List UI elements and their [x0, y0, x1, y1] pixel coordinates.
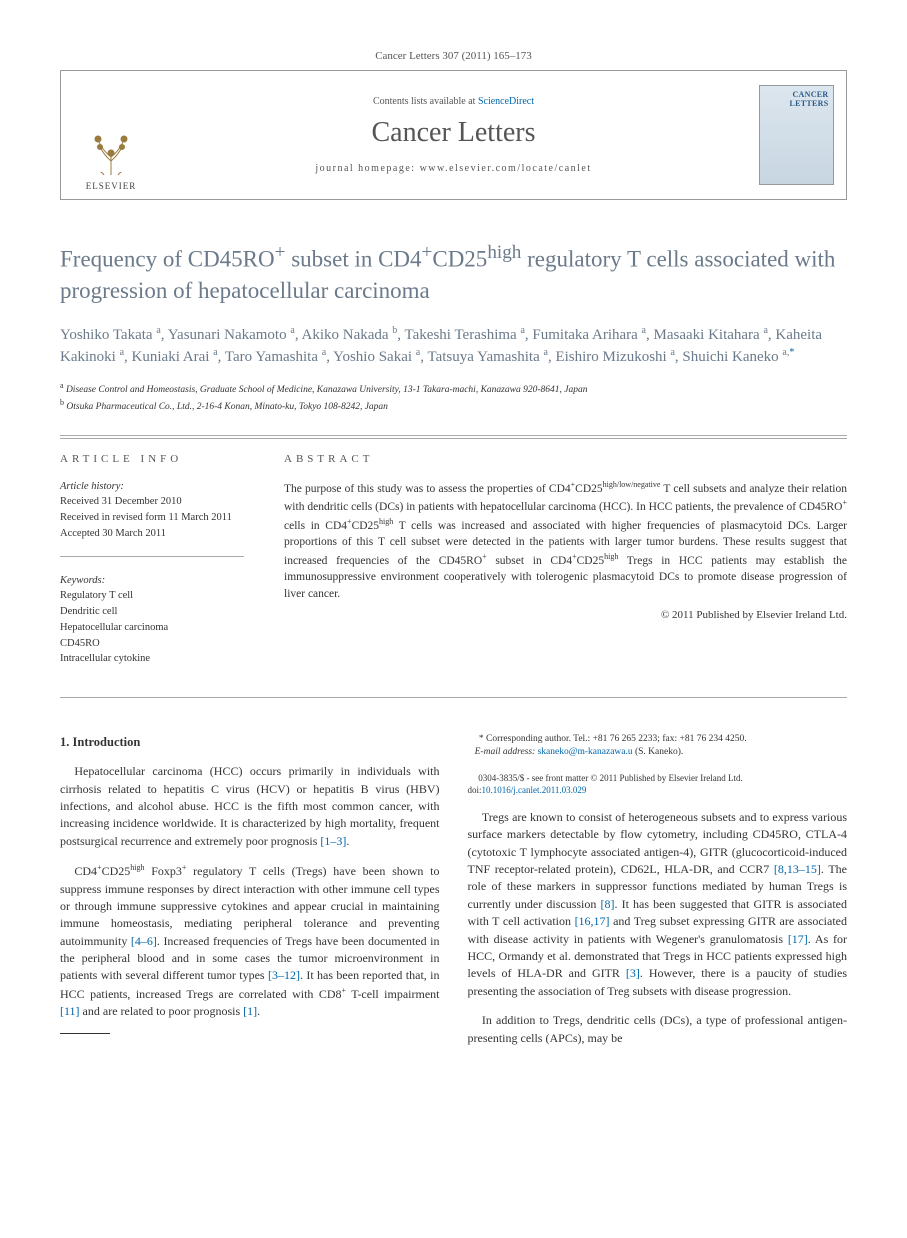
affiliations: a Disease Control and Homeostasis, Gradu…	[60, 380, 847, 415]
running-head: Cancer Letters 307 (2011) 165–173	[60, 50, 847, 62]
section-heading-intro: 1. Introduction	[60, 733, 440, 751]
homepage-url: www.elsevier.com/locate/canlet	[420, 163, 592, 174]
abstract-copyright: © 2011 Published by Elsevier Ireland Ltd…	[284, 609, 847, 621]
article-info-heading: article info	[60, 453, 244, 465]
corresponding-author-footnote: * Corresponding author. Tel.: +81 76 265…	[468, 733, 848, 760]
body-text: 1. Introduction Hepatocellular carcinoma…	[60, 733, 847, 1049]
keyword: Hepatocellular carcinoma	[60, 620, 244, 636]
publisher-name: ELSEVIER	[86, 181, 137, 191]
abstract-column: abstract The purpose of this study was t…	[260, 438, 847, 698]
journal-cover-thumb: CANCER LETTERS	[759, 85, 834, 185]
homepage-prefix: journal homepage:	[315, 163, 419, 174]
history-revised: Received in revised form 11 March 2011	[60, 510, 244, 526]
affiliation-a: a Disease Control and Homeostasis, Gradu…	[60, 380, 847, 397]
author-list: Yoshiko Takata a, Yasunari Nakamoto a, A…	[60, 324, 847, 368]
email-suffix: (S. Kaneko).	[635, 747, 683, 757]
doi-label: doi:	[468, 785, 482, 795]
contents-available: Contents lists available at ScienceDirec…	[373, 96, 534, 107]
front-matter-line: 0304-3835/$ - see front matter © 2011 Pu…	[478, 773, 742, 783]
sciencedirect-link[interactable]: ScienceDirect	[478, 96, 534, 107]
history-accepted: Accepted 30 March 2011	[60, 526, 244, 542]
keyword: Dendritic cell	[60, 604, 244, 620]
publisher-logo-block: ELSEVIER	[61, 71, 161, 199]
email-label: E-mail address:	[475, 747, 536, 757]
journal-name: Cancer Letters	[371, 117, 535, 149]
history-title: Article history:	[60, 479, 244, 495]
contents-prefix: Contents lists available at	[373, 96, 478, 107]
article-info-column: article info Article history: Received 3…	[60, 438, 260, 698]
keyword: Regulatory T cell	[60, 588, 244, 604]
paragraph: In addition to Tregs, dendritic cells (D…	[468, 1012, 848, 1047]
keywords-block: Keywords: Regulatory T cell Dendritic ce…	[60, 573, 244, 668]
abstract-text: The purpose of this study was to assess …	[284, 479, 847, 603]
cover-title: CANCER LETTERS	[764, 90, 829, 108]
paragraph: Hepatocellular carcinoma (HCC) occurs pr…	[60, 763, 440, 850]
article-history: Article history: Received 31 December 20…	[60, 479, 244, 557]
elsevier-tree-icon	[86, 127, 136, 177]
paragraph: CD4+CD25high Foxp3+ regulatory T cells (…	[60, 862, 440, 1021]
history-received: Received 31 December 2010	[60, 494, 244, 510]
footnote-separator	[60, 1033, 110, 1034]
journal-homepage: journal homepage: www.elsevier.com/locat…	[315, 163, 591, 174]
article-title: Frequency of CD45RO+ subset in CD4+CD25h…	[60, 240, 847, 306]
masthead: ELSEVIER Contents lists available at Sci…	[60, 70, 847, 200]
corr-text: * Corresponding author. Tel.: +81 76 265…	[479, 734, 747, 744]
keyword: CD45RO	[60, 636, 244, 652]
paragraph: Tregs are known to consist of heterogene…	[468, 809, 848, 1000]
keywords-title: Keywords:	[60, 573, 244, 589]
corr-email-link[interactable]: skaneko@m-kanazawa.u	[538, 747, 633, 757]
affiliation-b: b Otsuka Pharmaceutical Co., Ltd., 2-16-…	[60, 397, 847, 414]
keyword: Intracellular cytokine	[60, 651, 244, 667]
abstract-heading: abstract	[284, 453, 847, 465]
doi-link[interactable]: 10.1016/j.canlet.2011.03.029	[482, 785, 587, 795]
front-matter-footer: 0304-3835/$ - see front matter © 2011 Pu…	[468, 772, 848, 797]
